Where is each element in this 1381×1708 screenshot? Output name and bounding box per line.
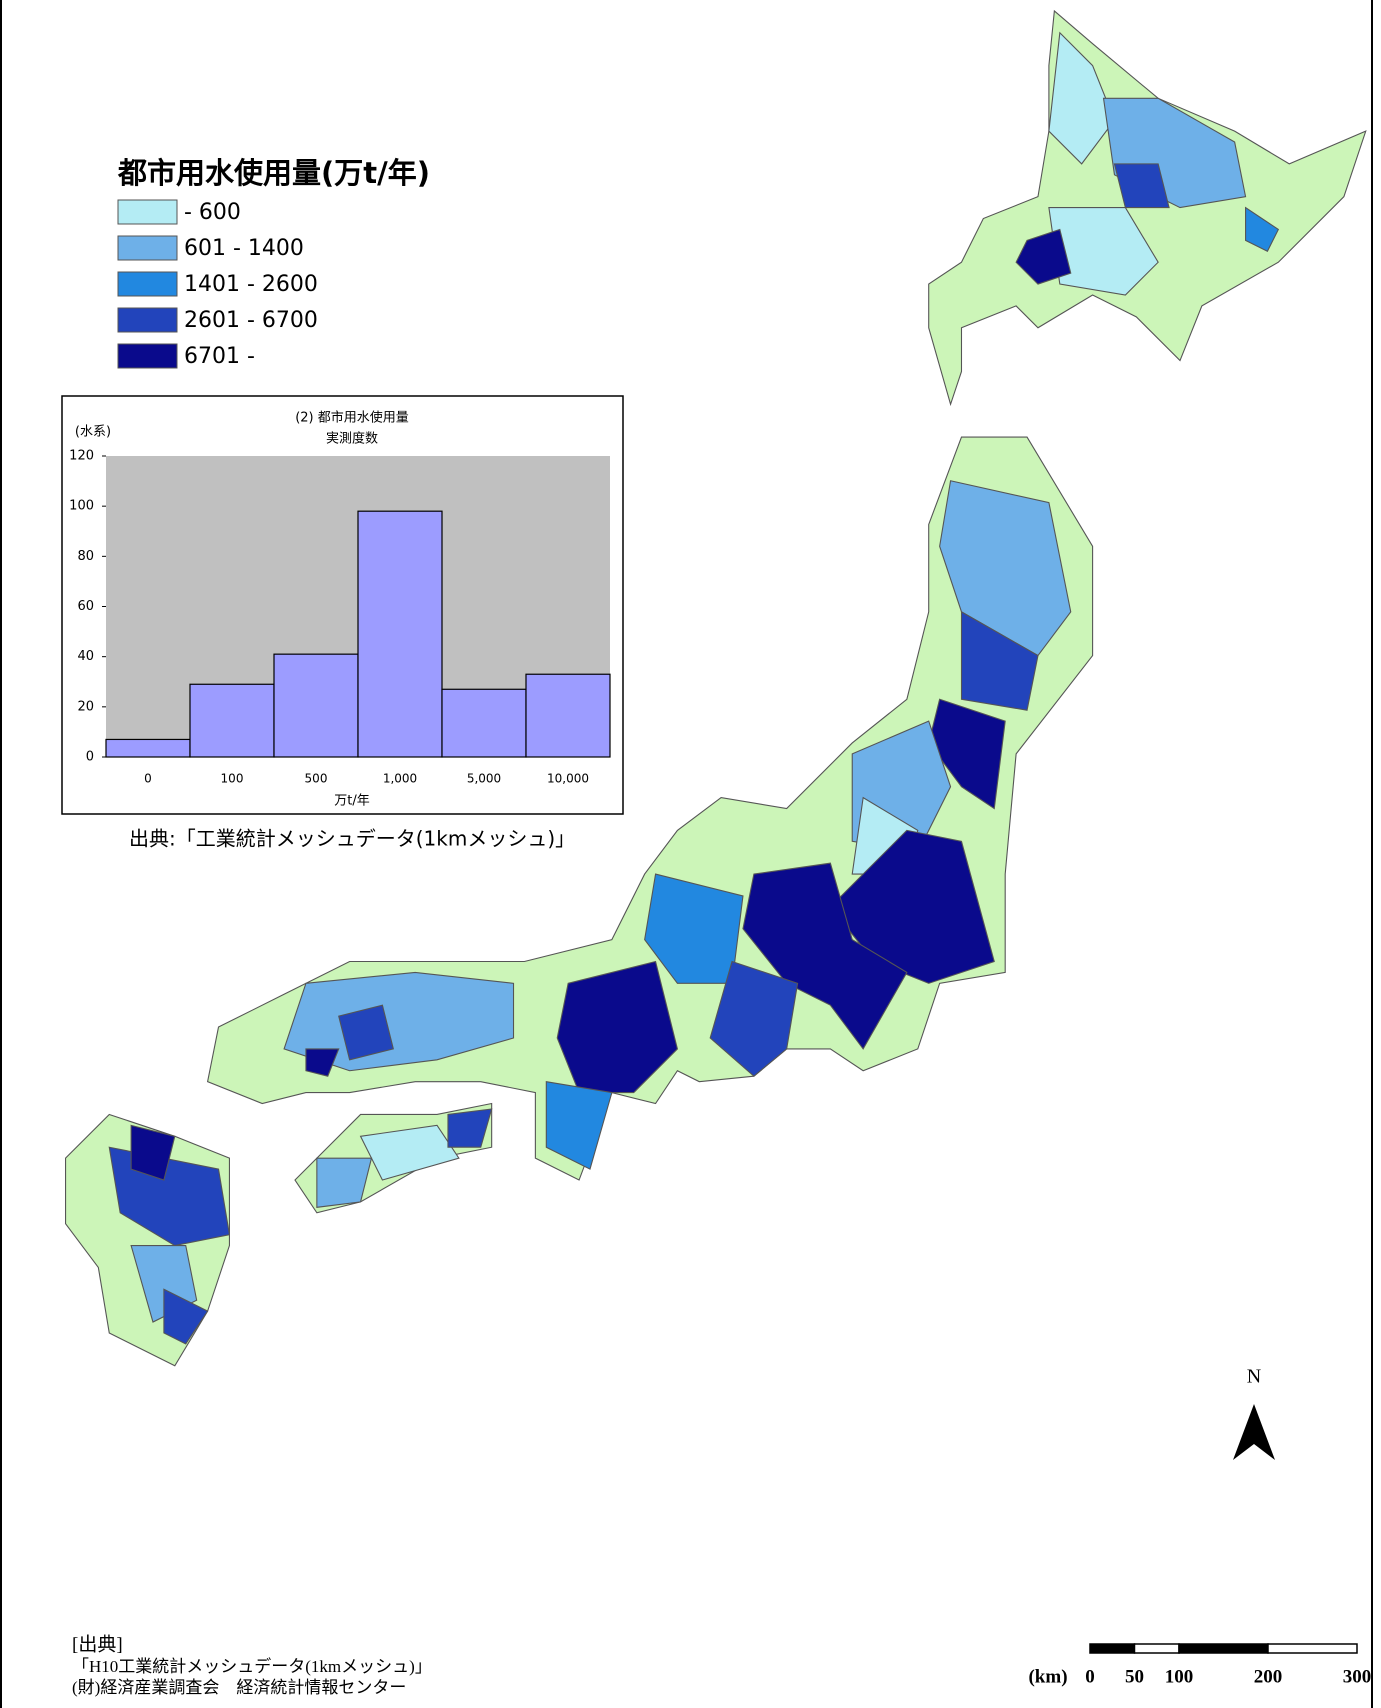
- north-label: N: [1247, 1366, 1261, 1388]
- region: [1113, 163, 1170, 209]
- legend-label: - 600: [184, 200, 241, 225]
- y-tick-label: 100: [69, 499, 94, 514]
- x-axis-label: 万t/年: [334, 794, 369, 809]
- north-arrow: N: [1233, 1366, 1275, 1460]
- bar: [273, 653, 359, 758]
- bar: [525, 673, 611, 758]
- region: [447, 1108, 493, 1148]
- region: [305, 1048, 340, 1077]
- region: [338, 1004, 394, 1061]
- region: [742, 862, 908, 1050]
- x-tick-label: 5,000: [467, 772, 501, 786]
- scale-label: 200: [1254, 1666, 1283, 1687]
- y-tick-label: 120: [69, 449, 94, 464]
- chart-title: (2) 都市用水使用量: [295, 410, 409, 426]
- scale-segment: [1178, 1643, 1269, 1654]
- source-line: (財)経済産業調査会 経済統計情報センター: [72, 1678, 406, 1697]
- region: [130, 1124, 176, 1181]
- legend: 都市用水使用量(万t/年) - 600 601 - 1400 1401 - 2600…: [117, 156, 430, 369]
- region: [283, 971, 515, 1072]
- region: [644, 873, 744, 984]
- y-tick-label: 20: [77, 699, 94, 714]
- source-heading: [出典]: [72, 1633, 123, 1655]
- legend-title: 都市用水使用量(万t/年): [117, 156, 430, 190]
- scale-label: 100: [1165, 1666, 1194, 1687]
- legend-swatch: [117, 343, 178, 369]
- region: [163, 1288, 209, 1345]
- chart-source: 出典:「工業統計メッシュデータ(1kmメッシュ)」: [129, 827, 575, 851]
- y-tick-label: 80: [77, 549, 94, 564]
- y-tick-label: 0: [86, 750, 94, 765]
- map: [65, 9, 1367, 1367]
- x-tick-label: 100: [221, 772, 244, 786]
- legend-swatch: [117, 199, 178, 225]
- bar: [105, 738, 191, 758]
- legend-swatch: [117, 271, 178, 297]
- x-tick-label: 500: [305, 772, 328, 786]
- scale-segment: [1133, 1643, 1180, 1654]
- region: [1048, 31, 1116, 165]
- x-tick-label: 1,000: [383, 772, 417, 786]
- region: [545, 1081, 613, 1170]
- bar: [441, 688, 527, 758]
- region: [316, 1157, 373, 1208]
- y-tick-label: 60: [77, 599, 94, 614]
- scale-label: 50: [1125, 1666, 1144, 1687]
- y-tick-label: 40: [77, 649, 94, 664]
- scale-bar: (km) 0 50 100 200 300: [1028, 1643, 1372, 1687]
- legend-label: 2601 - 6700: [184, 308, 318, 333]
- bar: [189, 683, 275, 758]
- histogram: (2) 都市用水使用量 実測度数 (水系) 万t/年 0 20 40 60 80 100 1…: [69, 410, 611, 809]
- legend-swatch: [117, 307, 178, 333]
- x-tick-label: 10,000: [547, 772, 589, 786]
- region: [960, 610, 1039, 711]
- region: [359, 1124, 460, 1181]
- chart-subtitle: 実測度数: [326, 431, 378, 447]
- scale-segment: [1089, 1643, 1136, 1654]
- scale-label: 0: [1085, 1666, 1095, 1687]
- region: [556, 960, 679, 1094]
- legend-swatch: [117, 235, 178, 261]
- scale-segment: [1267, 1643, 1358, 1654]
- scale-unit: (km): [1028, 1666, 1067, 1687]
- y-axis-label: (水系): [75, 425, 111, 440]
- x-tick-label: 0: [144, 772, 152, 786]
- legend-label: 1401 - 2600: [184, 272, 318, 297]
- region: [1015, 228, 1072, 285]
- region: [1245, 206, 1280, 253]
- legend-label: 601 - 1400: [184, 236, 304, 261]
- north-arrowhead: [1233, 1404, 1275, 1460]
- legend-label: 6701 -: [184, 344, 255, 369]
- scale-label: 300: [1343, 1666, 1372, 1687]
- source: [出典] 「H10工業統計メッシュデータ(1kmメッシュ)」 (財)経済産業調査…: [72, 1633, 432, 1697]
- source-line: 「H10工業統計メッシュデータ(1kmメッシュ)」: [72, 1656, 432, 1676]
- bar: [357, 510, 443, 758]
- region: [709, 960, 799, 1077]
